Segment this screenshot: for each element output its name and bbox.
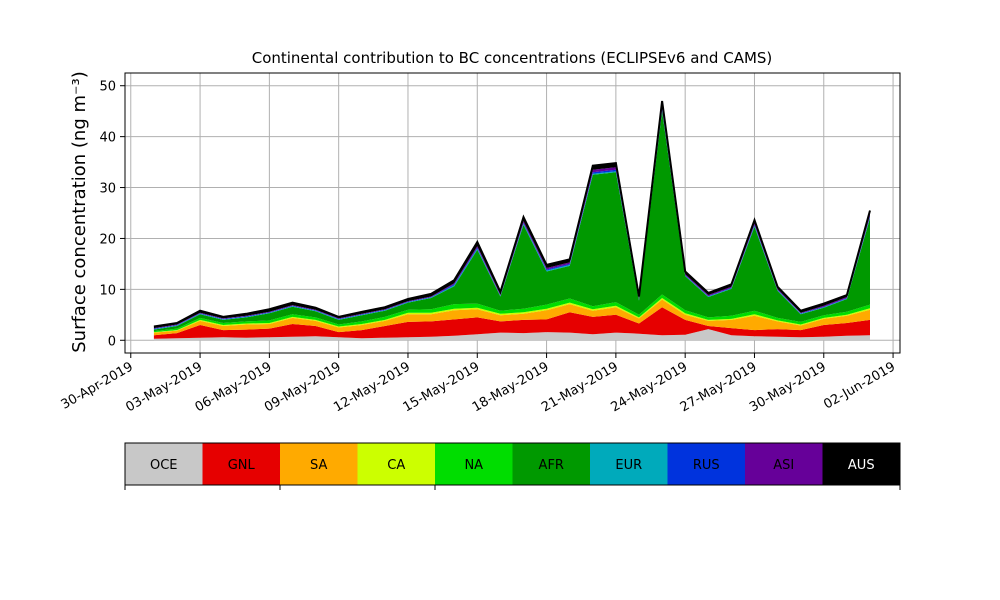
legend-swatch-oce	[125, 443, 203, 485]
legend-label: ASI	[773, 458, 794, 473]
legend-label: NA	[464, 458, 483, 473]
x-tick-label: 21-May-2019	[539, 359, 621, 415]
chart-title: Continental contribution to BC concentra…	[252, 49, 773, 67]
legend-swatch-na	[435, 443, 513, 485]
legend-label: SA	[310, 458, 327, 473]
legend-swatch-aus	[822, 443, 901, 485]
legend-swatch-ca	[357, 443, 436, 485]
legend-label: AUS	[848, 458, 875, 473]
total-outline	[153, 100, 871, 328]
y-tick-label: 30	[99, 182, 116, 197]
area-sa	[153, 299, 870, 336]
y-tick-label: 20	[99, 232, 116, 247]
legend-label: AFR	[539, 458, 564, 473]
y-axis-label: Surface concentration (ng m⁻³)	[69, 71, 90, 353]
x-tick-label: 02-Jun-2019	[821, 359, 898, 412]
x-tick-label: 15-May-2019	[401, 359, 483, 415]
x-tick-label: 12-May-2019	[331, 359, 413, 415]
legend-swatch-gnl	[202, 443, 281, 485]
x-tick-label: 18-May-2019	[470, 359, 552, 415]
legend-frame	[124, 442, 901, 486]
legend-swatch-sa	[280, 443, 358, 485]
stacked-areas	[153, 100, 871, 341]
x-tick-label: 09-May-2019	[262, 359, 344, 415]
legend-colorbar: OCE GNL SA CA NA AFR EUR RUS ASI AUS	[124, 442, 901, 490]
y-tick-label: 10	[99, 283, 116, 298]
plot-frame	[124, 72, 901, 354]
legend-label: EUR	[615, 458, 642, 473]
x-tick-label: 03-May-2019	[123, 359, 205, 415]
legend-label: CA	[387, 458, 405, 473]
x-tick-label: 06-May-2019	[193, 359, 275, 415]
legend-label: OCE	[150, 458, 178, 473]
legend-swatch-rus	[667, 443, 746, 485]
x-tick-label: 30-May-2019	[747, 359, 829, 415]
y-tick-label: 50	[99, 80, 116, 95]
legend-swatch-afr	[512, 443, 591, 485]
legend-swatch-eur	[590, 443, 668, 485]
area-gnl	[153, 307, 870, 339]
x-tick-label: 24-May-2019	[608, 359, 690, 415]
y-tick-label: 0	[108, 334, 116, 349]
x-tick-label: 27-May-2019	[678, 359, 760, 415]
legend-swatch-asi	[745, 443, 823, 485]
area-afr	[153, 111, 870, 332]
legend-label: RUS	[693, 458, 720, 473]
y-tick-label: 40	[99, 131, 116, 146]
legend-label: GNL	[228, 458, 256, 473]
area-oce	[153, 329, 870, 341]
